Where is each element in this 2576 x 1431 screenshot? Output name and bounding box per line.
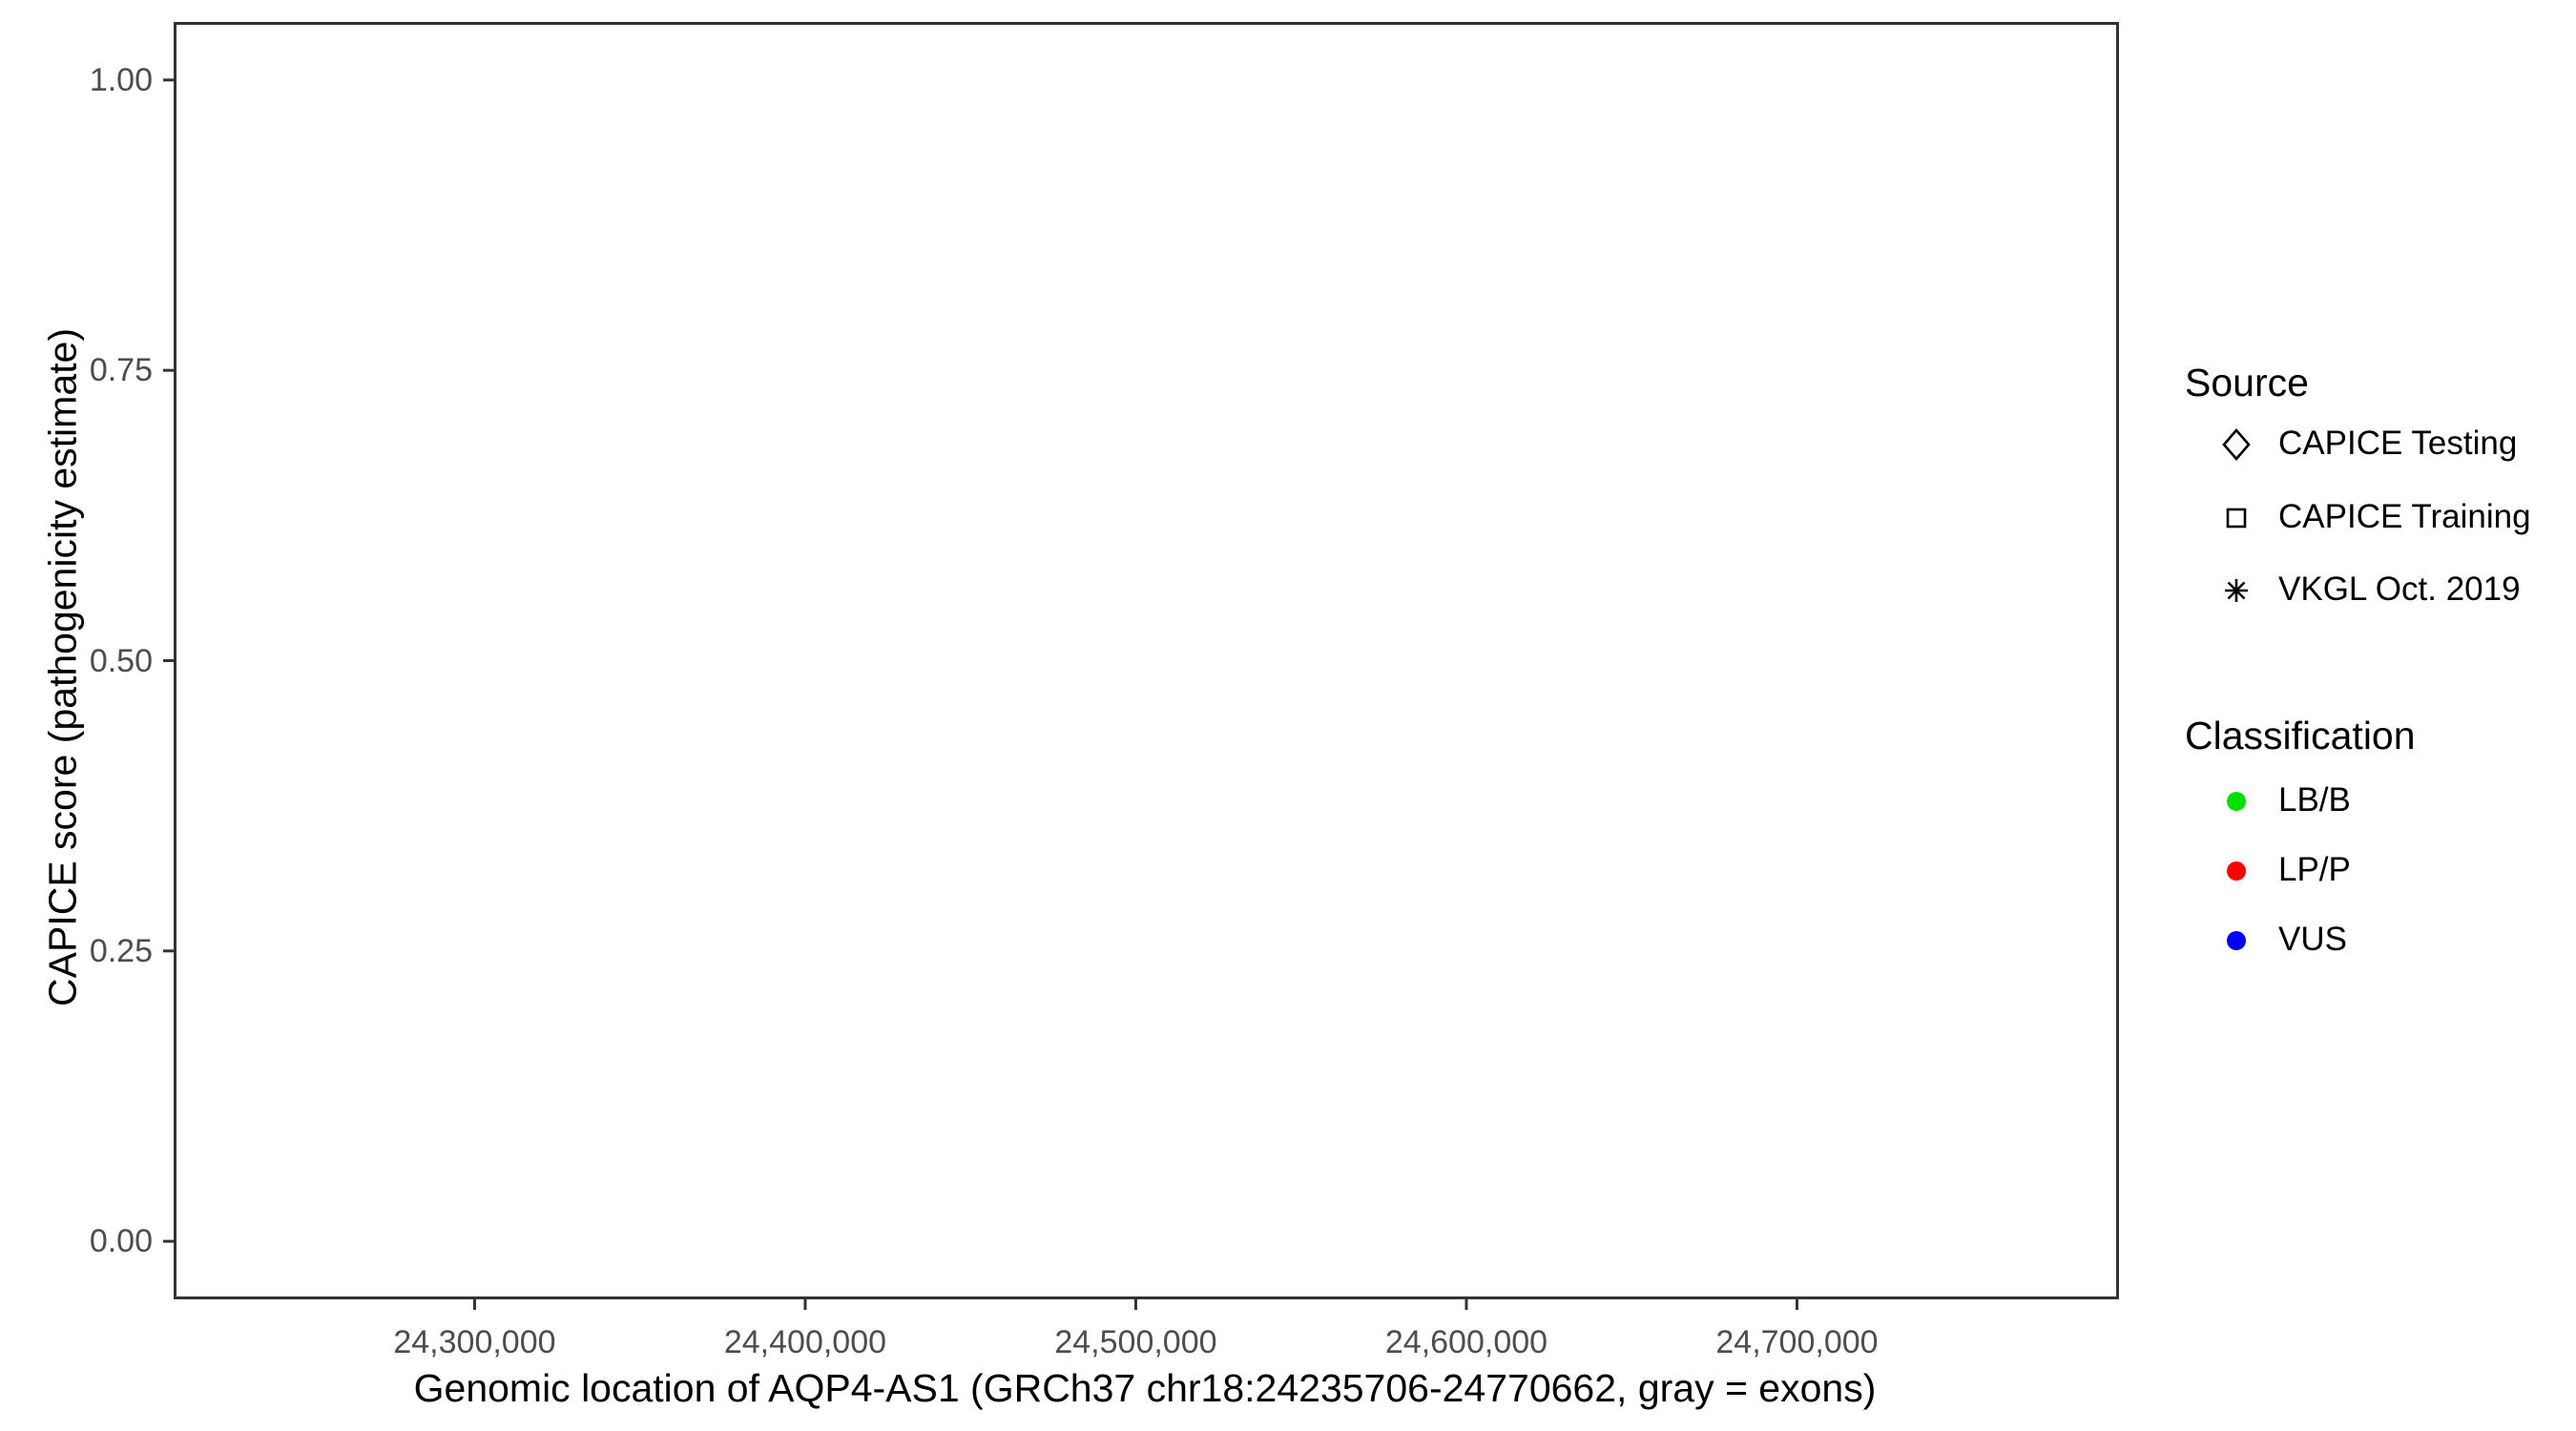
square-icon: [2226, 508, 2247, 529]
legend-item-label: CAPICE Training: [2278, 498, 2531, 536]
x-tick-label: 24,400,000: [723, 1324, 887, 1360]
y-tick-label: 0.00: [89, 1223, 153, 1260]
diamond-icon: [2222, 428, 2251, 461]
x-tick-label: 24,700,000: [1715, 1324, 1879, 1360]
x-tick-label: 24,500,000: [1054, 1324, 1217, 1360]
y-tick-label: 0.75: [89, 352, 153, 389]
legend-item-label: CAPICE Testing: [2278, 425, 2518, 463]
asterisk-icon: [2225, 579, 2248, 602]
y-tick-label: 0.50: [89, 642, 153, 679]
legend-classification-title: Classification: [2185, 714, 2416, 757]
x-tick-label: 24,300,000: [393, 1324, 556, 1360]
plot-panel-border: [174, 22, 2119, 1299]
legend-source-title: Source: [2185, 361, 2309, 404]
legend-item-label: VKGL Oct. 2019: [2278, 570, 2521, 609]
x-tick-label: 24,600,000: [1384, 1324, 1548, 1360]
dot-icon: [2227, 931, 2246, 950]
legend-item-label: LP/P: [2278, 851, 2351, 889]
y-tick-label: 1.00: [89, 61, 153, 98]
y-axis-title: CAPICE score (pathogenicity estimate): [40, 328, 85, 1006]
y-tick-label: 0.25: [89, 932, 153, 969]
legend-item-label: LB/B: [2278, 781, 2351, 819]
dot-icon: [2227, 861, 2246, 881]
legend-item-label: VUS: [2278, 921, 2347, 959]
dot-icon: [2227, 792, 2246, 811]
x-axis-title: Genomic location of AQP4-AS1 (GRCh37 chr…: [413, 1366, 1877, 1410]
